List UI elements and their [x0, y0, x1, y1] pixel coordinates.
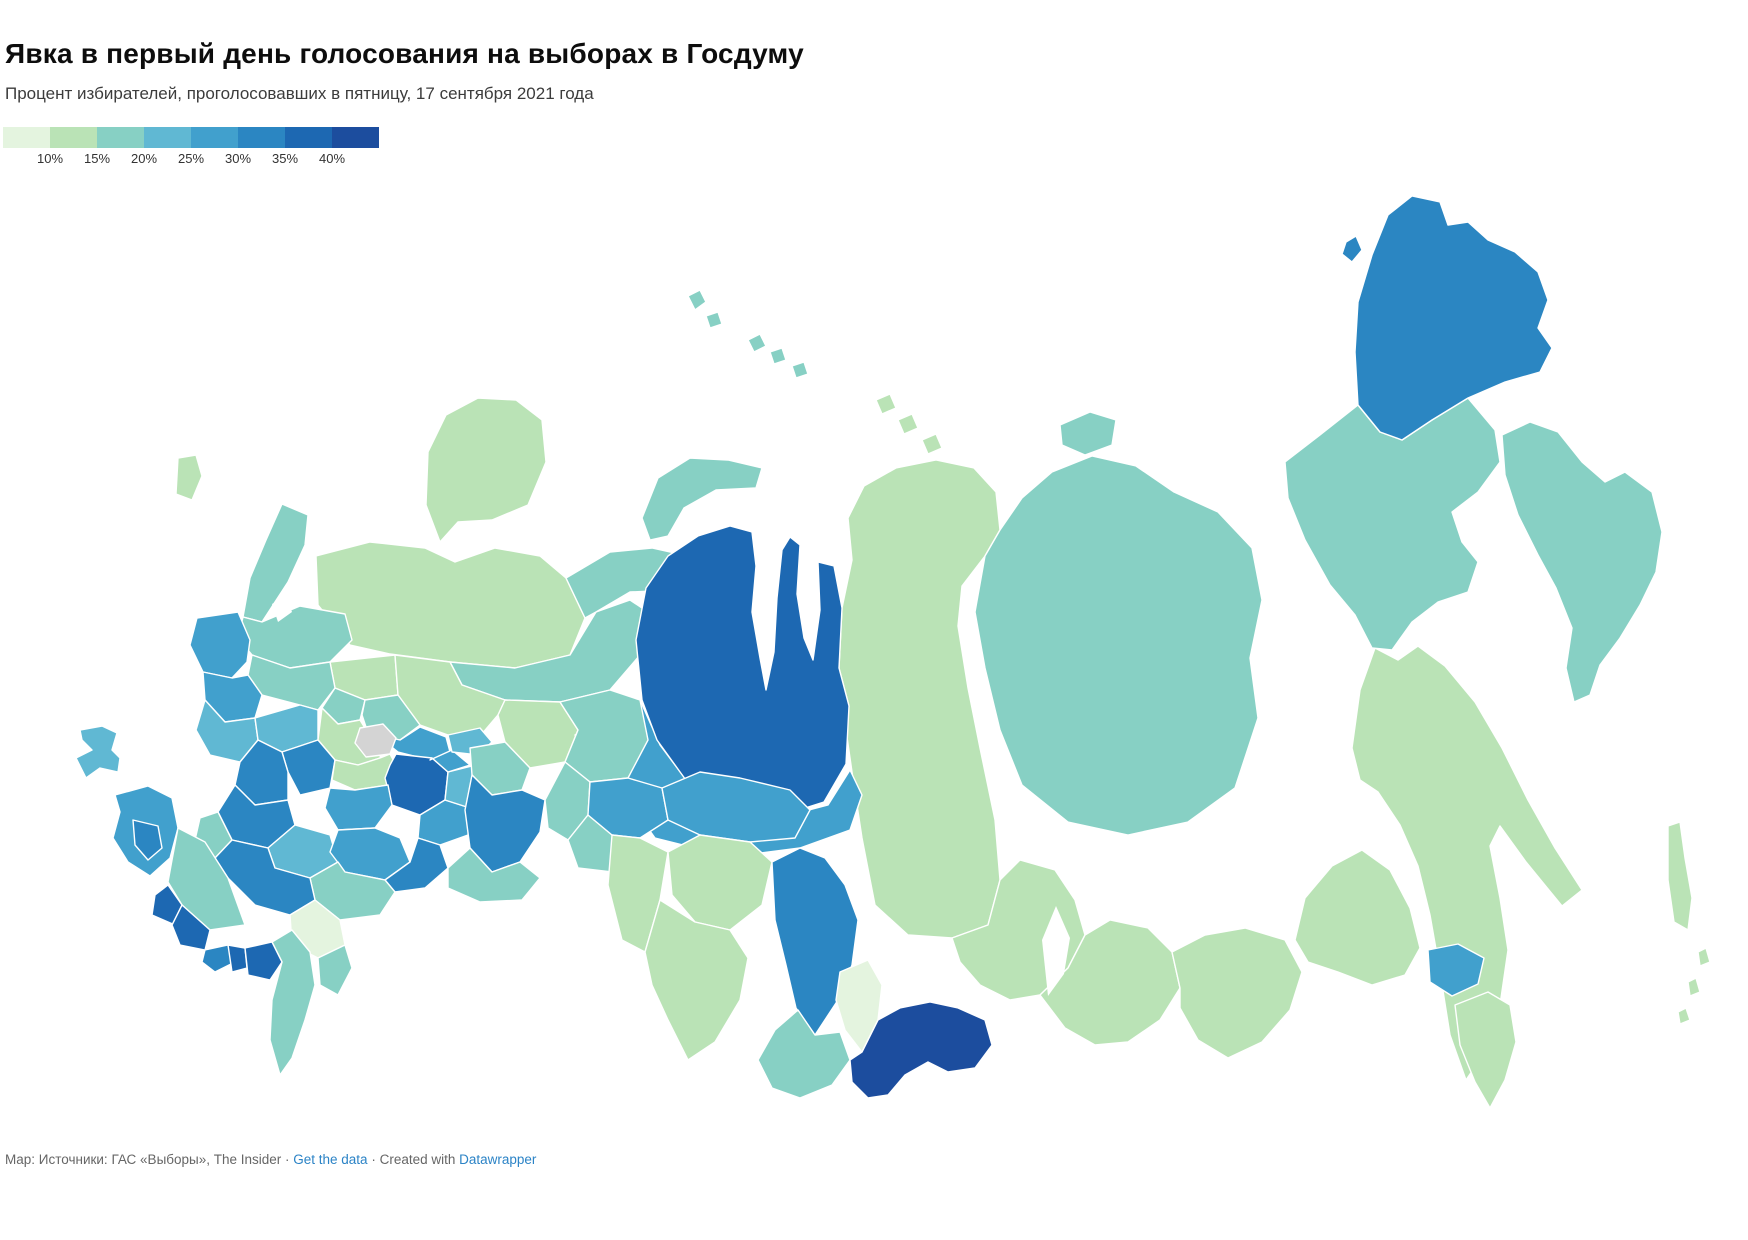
legend-swatch — [50, 127, 97, 148]
map-region-saratov[interactable] — [384, 837, 449, 893]
map-region-adygea[interactable] — [132, 819, 163, 861]
map-region-orenburg[interactable] — [447, 847, 541, 903]
map-region-astrakhan[interactable] — [317, 944, 353, 996]
get-the-data-link[interactable]: Get the data — [293, 1152, 368, 1167]
map-region-arctic-island[interactable] — [791, 361, 809, 379]
map-region-zabaikalsky[interactable] — [1171, 927, 1303, 1059]
map-region-arctic-island[interactable] — [921, 433, 943, 455]
map-region-arctic-island[interactable] — [747, 333, 767, 353]
legend-swatch — [285, 127, 332, 148]
map-region-yamal[interactable] — [635, 525, 850, 815]
map-region-altai-republic[interactable] — [757, 1009, 851, 1099]
legend-tick-label: 10% — [36, 151, 64, 166]
map-region-karachay[interactable] — [151, 884, 183, 926]
map-region-tuva[interactable] — [849, 1001, 993, 1099]
map-region-lipetsk[interactable] — [324, 784, 393, 831]
map-region-amur[interactable] — [1294, 849, 1421, 986]
chart-subtitle: Процент избирателей, проголосовавших в п… — [5, 84, 594, 103]
map-region-pskov[interactable] — [189, 611, 251, 679]
legend-swatch — [97, 127, 144, 148]
map-region-new-siberian-islands[interactable] — [1059, 411, 1117, 456]
separator: · — [367, 1152, 380, 1167]
attribution-text: Map: Источники: ГАС «Выборы», The Inside… — [5, 1152, 282, 1167]
map-region-sakhalin[interactable] — [1667, 821, 1693, 931]
map-region-kuril-island[interactable] — [1687, 977, 1701, 997]
chart-header: Явка в первый день голосования на выбора… — [5, 38, 1705, 104]
map-region-kuril-island[interactable] — [1697, 947, 1711, 967]
map-region-moscow-city[interactable] — [354, 723, 397, 758]
map-region-ingush[interactable] — [227, 944, 248, 973]
map-region-chechnya[interactable] — [244, 941, 283, 981]
map-region-kabardino[interactable] — [171, 904, 211, 951]
legend-tick-row: 10% 15% 20% 25% 30% 35% 40% — [3, 148, 423, 166]
legend-tick-label: 25% — [177, 151, 205, 166]
map-region-chukotka[interactable] — [1354, 195, 1553, 441]
map-attribution: Map: Источники: ГАС «Выборы», The Inside… — [5, 1152, 536, 1167]
map-region-khabarovsk[interactable] — [1351, 645, 1583, 1081]
legend-swatch — [238, 127, 285, 148]
map-region-ossetia[interactable] — [201, 944, 236, 973]
legend-tick-label: 20% — [130, 151, 158, 166]
map-region-krasnoyarsk[interactable] — [838, 459, 1001, 939]
map-region-arctic-island[interactable] — [769, 347, 787, 365]
lake-baikal — [1042, 906, 1070, 996]
legend-tick-label: 15% — [83, 151, 111, 166]
map-region-tomsk[interactable] — [661, 771, 811, 843]
map-region-wrangel-island[interactable] — [1341, 235, 1363, 263]
map-region-arctic-island[interactable] — [705, 311, 723, 329]
map-region-kaliningrad[interactable] — [175, 454, 203, 501]
legend-swatch — [144, 127, 191, 148]
map-region-kuril-island[interactable] — [1677, 1007, 1691, 1025]
map-region-arkhangelsk[interactable] — [315, 541, 586, 669]
datawrapper-link[interactable]: Datawrapper — [459, 1152, 537, 1167]
legend-swatch — [3, 127, 50, 148]
map-region-bashkir[interactable] — [464, 774, 546, 873]
map-region-crimea[interactable] — [75, 725, 121, 779]
separator: · — [281, 1152, 294, 1167]
lake-ladoga — [272, 596, 292, 622]
legend-tick-label: 35% — [271, 151, 299, 166]
legend: 10% 15% 20% 25% 30% 35% 40% — [3, 127, 423, 171]
map-region-novosibirsk[interactable] — [667, 834, 773, 931]
map-region-stavropol[interactable] — [167, 827, 246, 931]
map-region-primorye[interactable] — [1454, 991, 1517, 1109]
map-region-arctic-island[interactable] — [897, 413, 919, 435]
chart-title: Явка в первый день голосования на выбора… — [5, 38, 804, 69]
legend-tick-label: 40% — [318, 151, 346, 166]
legend-swatch — [191, 127, 238, 148]
russia-choropleth-map — [75, 195, 1711, 1109]
legend-swatch-row — [3, 127, 423, 148]
map-region-murmansk[interactable] — [425, 397, 547, 543]
map-region-yakutia[interactable] — [974, 455, 1263, 836]
map-region-chuvashia[interactable] — [429, 749, 471, 773]
map-region-kamchatka[interactable] — [1501, 421, 1663, 703]
map-region-novaya-zemlya[interactable] — [641, 457, 763, 541]
map-region-dagestan[interactable] — [269, 929, 316, 1076]
created-with-text: Created with — [379, 1152, 460, 1167]
map-region-altai-krai[interactable] — [644, 899, 749, 1061]
map-canvas — [0, 168, 1748, 1140]
map-region-arctic-island[interactable] — [875, 393, 897, 415]
map-region-jewish-ao[interactable] — [1427, 943, 1485, 997]
legend-tick-label: 30% — [224, 151, 252, 166]
legend-swatch — [332, 127, 379, 148]
lake-onega — [296, 572, 314, 596]
map-region-arctic-island[interactable] — [687, 289, 707, 311]
